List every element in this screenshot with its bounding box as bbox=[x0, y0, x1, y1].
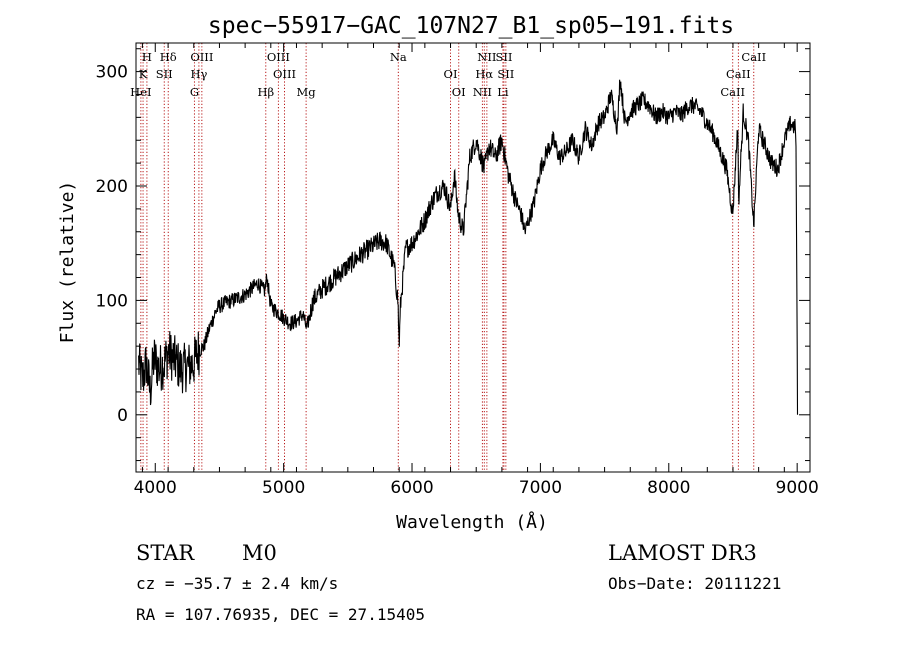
line-label: G bbox=[190, 85, 199, 99]
line-label: SII bbox=[156, 67, 173, 81]
x-tick-label: 7000 bbox=[519, 478, 562, 498]
line-label: Li bbox=[497, 85, 509, 99]
y-tick-label: 200 bbox=[96, 177, 128, 197]
line-label: SII bbox=[497, 67, 514, 81]
x-tick-label: 4000 bbox=[134, 478, 177, 498]
line-label: OIII bbox=[267, 50, 290, 64]
line-label: K bbox=[139, 67, 148, 81]
x-tick-label: 9000 bbox=[776, 478, 819, 498]
cz-value: cz = −35.7 ± 2.4 km/s bbox=[136, 574, 338, 593]
spectrum-line bbox=[138, 79, 799, 415]
line-label: SII bbox=[495, 50, 512, 64]
line-label: OIII bbox=[190, 50, 213, 64]
plot-frame bbox=[135, 42, 811, 473]
object-subclass: M0 bbox=[242, 541, 277, 565]
y-axis-label: Flux (relative) bbox=[57, 181, 78, 344]
ra-dec: RA = 107.76935, DEC = 27.15405 bbox=[136, 605, 425, 624]
line-label: NII bbox=[473, 85, 492, 99]
line-label: Hβ bbox=[257, 85, 274, 99]
line-label: OI bbox=[452, 85, 466, 99]
y-axis-ticks: 0 100 200 300 bbox=[96, 48, 810, 462]
x-tick-label: 5000 bbox=[262, 478, 305, 498]
line-label: H bbox=[142, 50, 152, 64]
obs-date: Obs−Date: 20111221 bbox=[608, 574, 781, 593]
x-tick-label: 8000 bbox=[647, 478, 690, 498]
y-tick-label: 100 bbox=[96, 291, 128, 311]
y-tick-label: 300 bbox=[96, 63, 128, 83]
line-label: Hγ bbox=[190, 67, 207, 81]
line-label: Hα bbox=[475, 67, 493, 81]
line-label: OIII bbox=[273, 67, 296, 81]
x-tick-label: 6000 bbox=[390, 478, 433, 498]
x-axis-label: Wavelength (Å) bbox=[396, 511, 548, 533]
line-label: Hδ bbox=[160, 50, 177, 64]
y-tick-label: 0 bbox=[117, 406, 128, 426]
object-class: STAR bbox=[136, 541, 195, 565]
line-label: Mg bbox=[297, 85, 317, 99]
chart-title: spec−55917−GAC_107N27_B1_sp05−191.fits bbox=[208, 13, 734, 39]
x-axis-ticks: 4000 5000 6000 7000 8000 9000 bbox=[134, 43, 819, 498]
survey-label: LAMOST DR3 bbox=[608, 541, 757, 565]
line-label: OI bbox=[444, 67, 458, 81]
line-label: CaII bbox=[720, 85, 745, 99]
line-label: CaII bbox=[726, 67, 751, 81]
line-label: HeI bbox=[130, 85, 151, 99]
spectral-line-markers bbox=[140, 43, 755, 472]
spectral-line-labels: HKHeIHδSIIGOIIIHγHβOIIIOIIIMgNaOIOINIIHα… bbox=[130, 50, 766, 99]
line-label: NII bbox=[477, 50, 496, 64]
line-label: CaII bbox=[741, 50, 766, 64]
line-label: Na bbox=[390, 50, 407, 64]
